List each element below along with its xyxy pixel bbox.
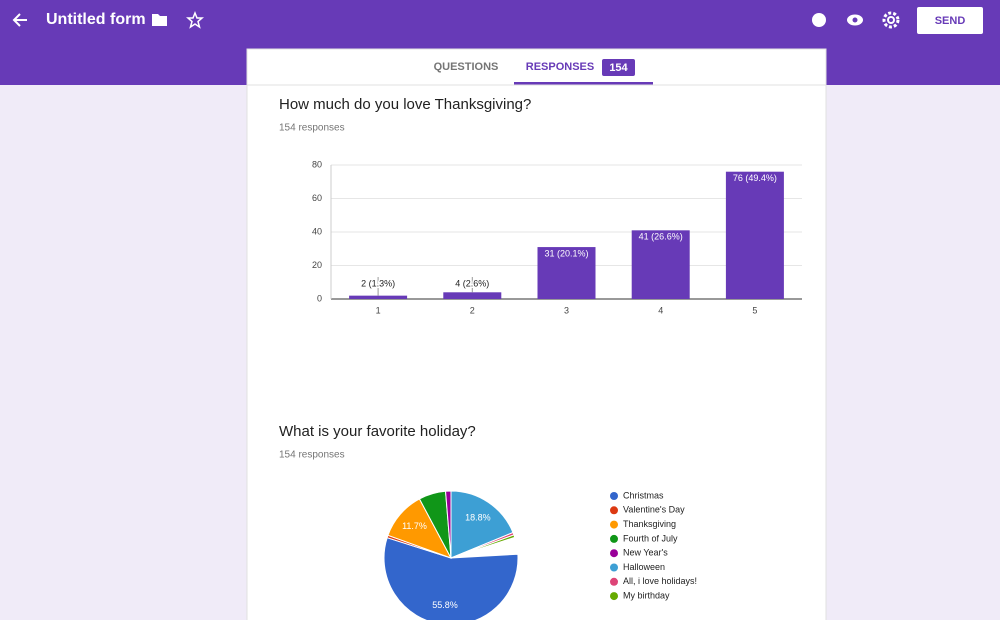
question-title: How much do you love Thanksgiving?: [279, 96, 531, 113]
legend-label: My birthday: [623, 590, 670, 600]
bar: [537, 247, 596, 299]
pie-slice: [450, 534, 516, 559]
legend-swatch: [610, 563, 618, 572]
value-label: 4 (2.6%): [455, 278, 489, 288]
legend-swatch: [610, 520, 618, 529]
pie-slice: [383, 537, 519, 620]
responses-tab[interactable]: RESPONSES: [526, 61, 594, 73]
bar: [443, 292, 502, 299]
legend-label: Fourth of July: [623, 533, 678, 543]
slice-label: 55.8%: [432, 600, 458, 610]
legend-swatch: [610, 506, 618, 515]
back-button[interactable]: [12, 13, 27, 27]
bar: [349, 295, 408, 299]
x-tick-label: 3: [564, 305, 569, 315]
y-tick-label: 20: [312, 260, 322, 270]
legend-swatch: [610, 549, 618, 558]
questions-tab[interactable]: QUESTIONS: [434, 61, 499, 73]
y-tick-label: 40: [312, 226, 322, 236]
tab-underline: [514, 82, 653, 85]
legend-label: Valentine's Day: [623, 505, 685, 515]
legend-label: New Year's: [623, 548, 668, 558]
slice-label: 18.8%: [465, 512, 491, 522]
card: [246, 48, 827, 620]
value-label: 76 (49.4%): [733, 173, 777, 183]
settings-icon[interactable]: [882, 11, 900, 29]
preview-icon[interactable]: [847, 14, 863, 26]
legend-label: All, i love holidays!: [623, 576, 697, 586]
x-tick-label: 2: [470, 305, 475, 315]
pie-slice: [450, 490, 514, 559]
response-badge: [602, 59, 635, 76]
folder-icon[interactable]: [152, 14, 167, 26]
form-title[interactable]: Untitled form: [46, 11, 146, 28]
legend-swatch: [610, 492, 618, 500]
y-tick-label: 0: [317, 293, 322, 303]
bar: [631, 230, 690, 299]
slice-label: 11.7%: [402, 521, 427, 531]
y-tick-label: 60: [312, 193, 322, 203]
legend-label: Christmas: [623, 490, 664, 500]
value-label: 2 (1.3%): [361, 278, 395, 288]
legend-label: Halloween: [623, 562, 665, 572]
send-button[interactable]: [917, 7, 983, 34]
response-count: 154: [609, 62, 628, 74]
question-title: What is your favorite holiday?: [279, 423, 476, 440]
response-summary: 154 responses: [279, 450, 345, 461]
x-tick-label: 1: [376, 305, 381, 315]
value-label: 41 (26.6%): [639, 232, 683, 242]
response-summary: 154 responses: [279, 123, 345, 134]
bar: [725, 171, 784, 299]
send-label[interactable]: SEND: [935, 15, 966, 27]
palette-icon[interactable]: [812, 13, 826, 27]
y-tick-label: 80: [312, 159, 322, 169]
value-label: 31 (20.1%): [544, 248, 588, 258]
x-tick-label: 5: [752, 305, 757, 315]
legend-swatch: [610, 534, 618, 543]
x-tick-label: 4: [658, 305, 663, 315]
legend-swatch: [610, 577, 618, 586]
legend-swatch: [610, 592, 618, 601]
legend-label: Thanksgiving: [623, 519, 676, 529]
star-icon[interactable]: [186, 10, 204, 29]
